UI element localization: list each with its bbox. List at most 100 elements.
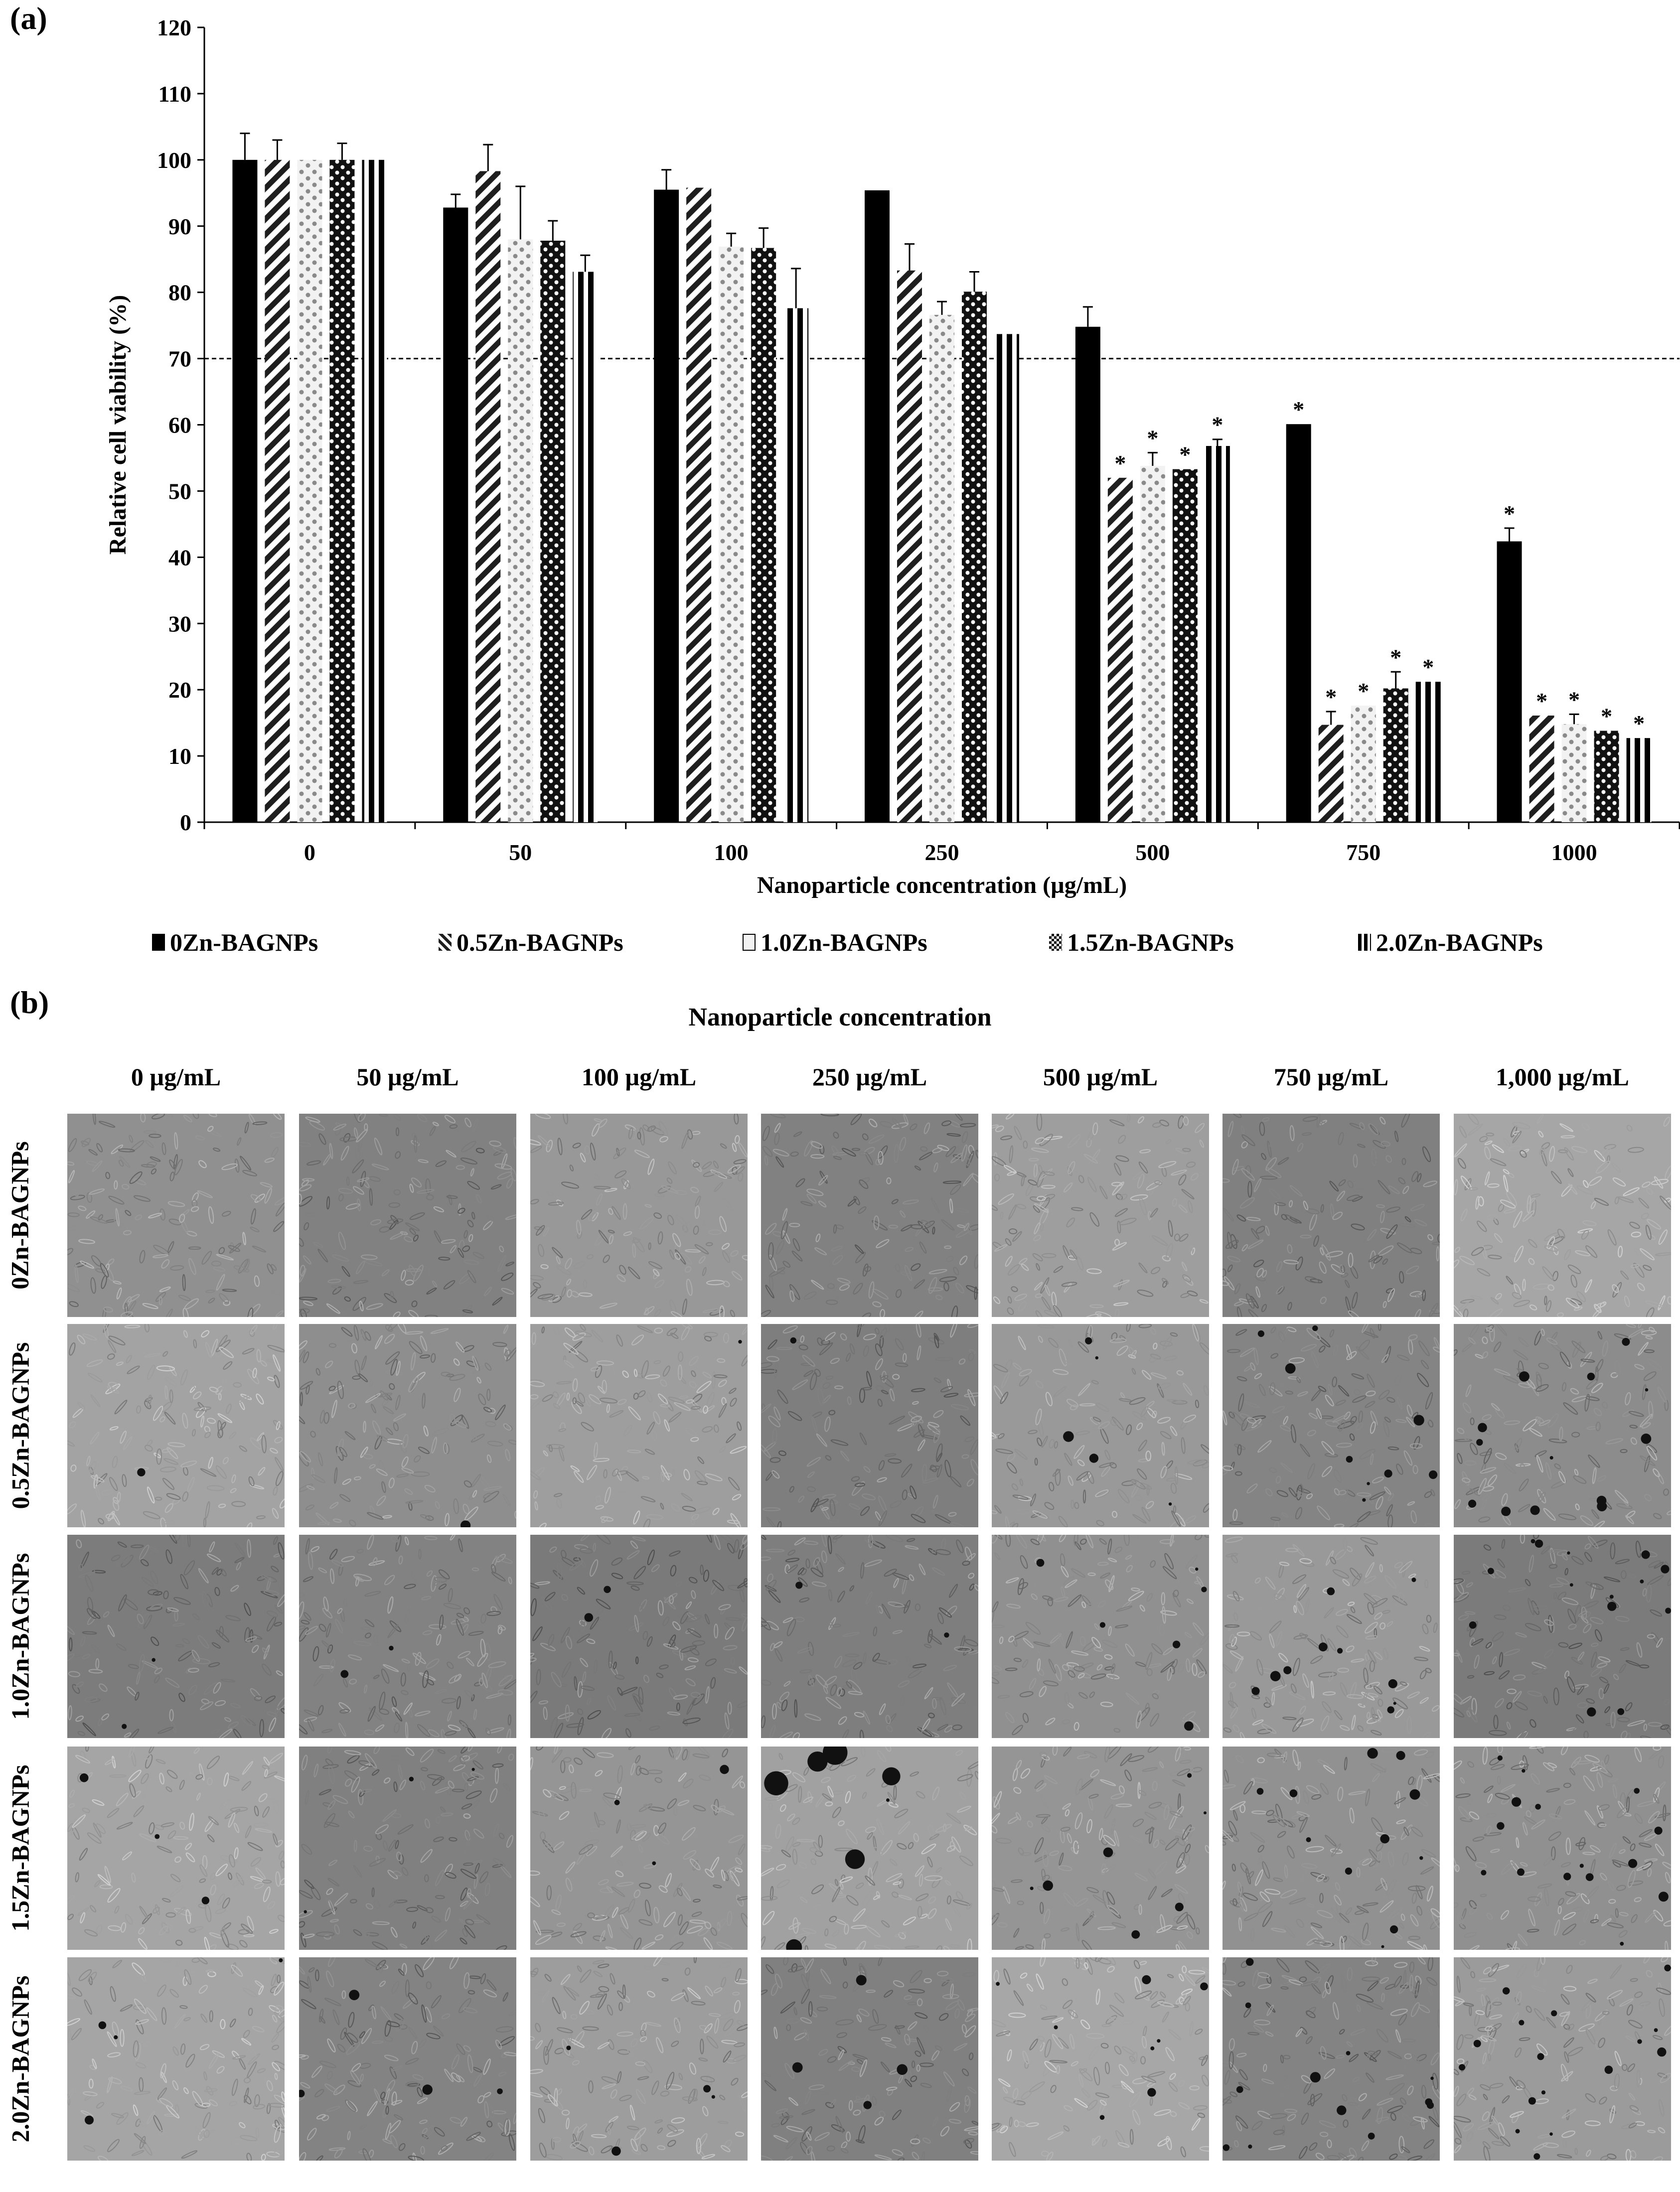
bar	[654, 189, 679, 822]
micrograph-image	[1454, 1747, 1671, 1950]
bar	[1561, 724, 1587, 822]
row-label: 1.5Zn-BAGNPs	[6, 1764, 34, 1932]
micrograph-image	[1454, 1957, 1671, 2161]
significance-marker: *	[1114, 450, 1126, 476]
legend-item: 0.5Zn-BAGNPs	[439, 928, 623, 957]
legend-swatch	[152, 934, 165, 951]
micrograph-image	[530, 1114, 748, 1317]
bar	[865, 190, 890, 823]
y-tick-label: 40	[168, 545, 191, 570]
micrograph-image	[992, 1114, 1209, 1317]
micrograph-image	[1454, 1535, 1671, 1738]
bar	[1529, 716, 1554, 822]
micrograph-image	[992, 1535, 1209, 1738]
legend-label: 0.5Zn-BAGNPs	[457, 928, 623, 956]
micrograph-title: Nanoparticle concentration	[688, 1003, 992, 1031]
y-tick-label: 60	[168, 413, 191, 438]
column-header: 1,000 µg/mL	[1496, 1063, 1629, 1091]
legend-swatch	[1049, 934, 1062, 951]
bar	[1286, 424, 1311, 822]
micrograph-image	[992, 1324, 1209, 1527]
micrograph-image	[761, 1114, 978, 1317]
micrograph-image	[1454, 1324, 1671, 1527]
bar	[443, 207, 468, 822]
x-tick-label: 500	[1135, 840, 1170, 865]
row-label: 1.0Zn-BAGNPs	[6, 1553, 34, 1720]
micrograph-image	[530, 1535, 748, 1738]
significance-marker: *	[1504, 501, 1515, 526]
micrograph-image	[1222, 1747, 1440, 1950]
bar	[1383, 688, 1408, 822]
x-tick-label: 1000	[1551, 840, 1597, 865]
column-header: 100 µg/mL	[581, 1063, 697, 1091]
micrograph-image	[299, 1114, 516, 1317]
x-tick-label: 0	[304, 840, 315, 865]
micrograph-image	[761, 1324, 978, 1527]
significance-marker: *	[1179, 442, 1191, 467]
micrograph-image	[992, 1747, 1209, 1950]
micrograph-image	[299, 1324, 516, 1527]
bar	[1205, 446, 1230, 822]
significance-marker: *	[1633, 711, 1645, 736]
y-tick-label: 10	[168, 743, 191, 769]
micrograph-image	[761, 1957, 978, 2161]
legend-item: 1.5Zn-BAGNPs	[1049, 928, 1234, 957]
micrograph-image	[530, 1324, 748, 1527]
micrograph-image	[761, 1535, 978, 1738]
micrograph-image	[1222, 1324, 1440, 1527]
legend-item: 0Zn-BAGNPs	[152, 928, 318, 957]
bar	[783, 308, 809, 822]
significance-marker: *	[1568, 687, 1580, 712]
bar	[297, 159, 322, 822]
column-header: 0 µg/mL	[131, 1063, 221, 1091]
y-axis-label: Relative cell viability (%)	[105, 295, 131, 555]
micrograph-image	[299, 1535, 516, 1738]
micrograph-image	[299, 1747, 516, 1950]
bar	[994, 334, 1019, 822]
bar	[1626, 738, 1652, 822]
significance-marker: *	[1325, 684, 1337, 710]
bar	[1318, 725, 1344, 822]
micrograph-image	[761, 1747, 978, 1950]
bar	[1497, 541, 1522, 822]
bar	[719, 246, 744, 823]
legend-label: 1.0Zn-BAGNPs	[761, 928, 927, 956]
bar	[508, 239, 533, 822]
significance-marker: *	[1422, 654, 1434, 680]
row-label: 0.5Zn-BAGNPs	[6, 1342, 34, 1509]
significance-marker: *	[1390, 644, 1401, 670]
y-tick-label: 30	[168, 611, 191, 636]
bar	[751, 248, 776, 822]
bar	[897, 270, 922, 822]
bar	[573, 272, 598, 822]
x-axis-label: Nanoparticle concentration (µg/mL)	[757, 872, 1127, 898]
bar	[475, 171, 501, 822]
y-tick-label: 80	[168, 280, 191, 305]
panel-a-label: (a)	[10, 0, 47, 36]
y-tick-label: 20	[168, 677, 191, 703]
x-tick-label: 50	[509, 840, 532, 865]
bar	[232, 159, 258, 822]
significance-marker: *	[1601, 704, 1612, 729]
y-tick-label: 120	[157, 15, 191, 40]
legend-label: 0Zn-BAGNPs	[170, 928, 318, 956]
legend-item: 2.0Zn-BAGNPs	[1358, 928, 1543, 957]
micrograph-image	[67, 1957, 285, 2161]
y-tick-label: 90	[168, 214, 191, 239]
significance-marker: *	[1147, 425, 1158, 450]
bar	[962, 292, 987, 822]
legend-label: 1.5Zn-BAGNPs	[1067, 928, 1234, 956]
micrograph-image	[530, 1957, 748, 2161]
micrograph-image	[1454, 1114, 1671, 1317]
bar	[1594, 731, 1619, 822]
significance-marker: *	[1358, 678, 1369, 704]
y-tick-label: 50	[168, 478, 191, 504]
column-header: 750 µg/mL	[1273, 1063, 1389, 1091]
y-tick-label: 110	[158, 81, 191, 107]
micrograph-image	[67, 1747, 285, 1950]
x-tick-label: 750	[1346, 840, 1380, 865]
column-header: 250 µg/mL	[812, 1063, 927, 1091]
bar	[362, 159, 387, 822]
micrograph-image	[530, 1747, 748, 1950]
micrograph-image	[67, 1535, 285, 1738]
